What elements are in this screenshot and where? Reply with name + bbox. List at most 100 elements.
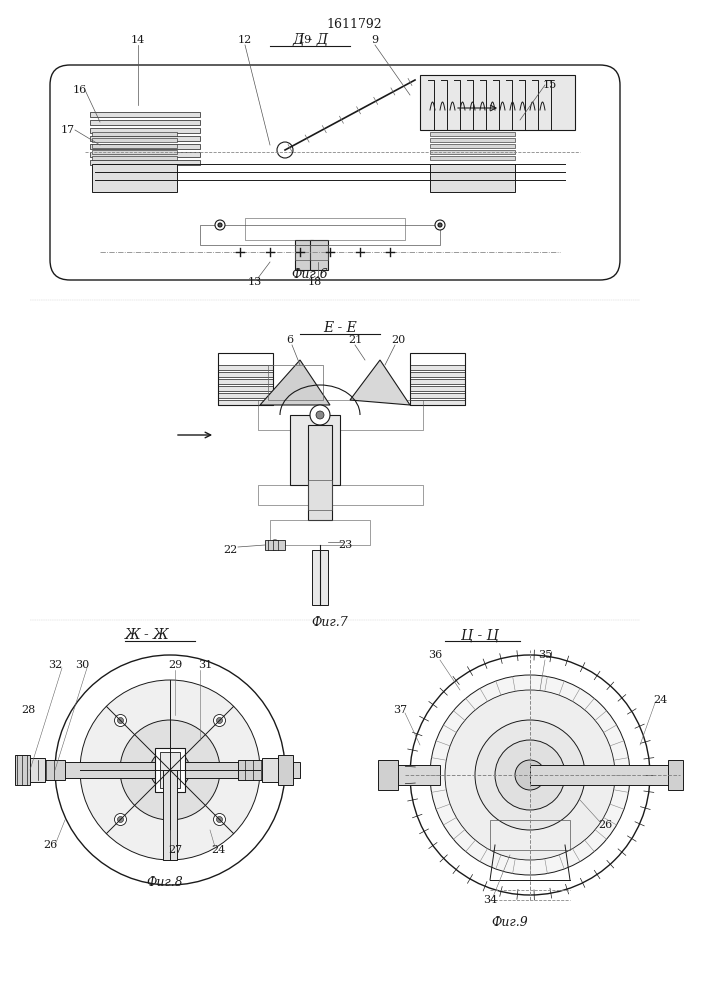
Bar xyxy=(90,152,200,157)
Bar xyxy=(218,372,273,377)
Circle shape xyxy=(316,411,324,419)
Circle shape xyxy=(277,142,293,158)
Text: 23: 23 xyxy=(338,540,352,550)
Text: Фиг.7: Фиг.7 xyxy=(312,615,349,629)
Bar xyxy=(218,386,273,391)
Bar xyxy=(295,240,313,270)
Bar xyxy=(410,379,465,384)
Bar xyxy=(90,160,200,165)
Text: 15: 15 xyxy=(543,80,557,90)
Bar xyxy=(490,820,570,850)
Text: 34: 34 xyxy=(483,895,497,905)
Bar xyxy=(218,379,273,384)
Text: Е - Е: Е - Е xyxy=(323,321,357,335)
Text: 30: 30 xyxy=(75,660,89,670)
Text: 1611792: 1611792 xyxy=(326,18,382,31)
Bar xyxy=(410,372,465,377)
Circle shape xyxy=(216,816,223,822)
Text: 18: 18 xyxy=(308,277,322,287)
Circle shape xyxy=(515,760,545,790)
Text: 24: 24 xyxy=(653,695,667,705)
Circle shape xyxy=(475,720,585,830)
Circle shape xyxy=(150,750,190,790)
Bar xyxy=(90,136,200,141)
Bar xyxy=(90,120,200,125)
Text: 12: 12 xyxy=(238,35,252,45)
Text: 26: 26 xyxy=(43,840,57,850)
Bar xyxy=(92,144,177,148)
Text: 13: 13 xyxy=(248,277,262,287)
Bar xyxy=(290,415,340,485)
Circle shape xyxy=(438,223,442,227)
Circle shape xyxy=(80,680,260,860)
Text: 32: 32 xyxy=(48,660,62,670)
Bar xyxy=(410,400,465,405)
Circle shape xyxy=(55,655,285,885)
Text: 37: 37 xyxy=(393,705,407,715)
Text: 24: 24 xyxy=(211,845,225,855)
Text: 31: 31 xyxy=(198,660,212,670)
Bar xyxy=(163,770,177,860)
Bar xyxy=(295,245,313,260)
Text: 28: 28 xyxy=(21,705,35,715)
Text: 16: 16 xyxy=(73,85,87,95)
Circle shape xyxy=(214,813,226,825)
Circle shape xyxy=(117,718,124,724)
Text: 22: 22 xyxy=(223,545,237,555)
Bar xyxy=(420,75,575,130)
Text: 14: 14 xyxy=(131,35,145,45)
Bar xyxy=(270,520,370,545)
Bar xyxy=(378,760,398,790)
Circle shape xyxy=(120,720,220,820)
Polygon shape xyxy=(350,360,410,405)
Bar xyxy=(308,480,332,510)
Bar xyxy=(308,425,332,520)
Bar xyxy=(90,112,200,117)
Circle shape xyxy=(117,816,124,822)
Bar xyxy=(430,156,515,160)
Circle shape xyxy=(218,223,222,227)
Bar xyxy=(40,762,300,778)
Circle shape xyxy=(215,220,225,230)
Bar xyxy=(310,240,328,270)
Bar xyxy=(218,365,273,370)
Bar xyxy=(238,760,273,780)
Bar xyxy=(668,760,683,790)
Bar xyxy=(90,128,200,133)
Bar xyxy=(410,365,465,370)
Bar xyxy=(262,758,282,782)
Bar xyxy=(430,132,515,136)
Bar xyxy=(410,393,465,398)
Circle shape xyxy=(216,718,223,724)
Bar xyxy=(430,138,515,142)
Bar xyxy=(430,150,515,154)
Text: 27: 27 xyxy=(168,845,182,855)
Bar xyxy=(278,755,293,785)
Circle shape xyxy=(430,675,630,875)
Circle shape xyxy=(410,655,650,895)
Text: Фиг.8: Фиг.8 xyxy=(146,876,183,888)
Circle shape xyxy=(445,690,615,860)
Bar xyxy=(155,748,185,792)
Text: Фиг.6: Фиг.6 xyxy=(291,268,328,282)
Bar xyxy=(530,765,680,785)
Text: 21: 21 xyxy=(348,335,362,345)
Text: 17: 17 xyxy=(61,125,75,135)
Circle shape xyxy=(310,405,330,425)
Text: 35: 35 xyxy=(538,650,552,660)
Bar xyxy=(430,164,515,192)
FancyBboxPatch shape xyxy=(50,65,620,280)
Bar xyxy=(410,353,465,405)
Bar xyxy=(30,760,65,780)
Text: Фиг.9: Фиг.9 xyxy=(491,916,528,928)
Bar xyxy=(245,218,405,240)
Circle shape xyxy=(162,762,178,778)
Circle shape xyxy=(270,540,280,550)
Text: 20: 20 xyxy=(391,335,405,345)
Bar xyxy=(25,758,45,782)
Bar xyxy=(218,353,273,405)
Bar xyxy=(92,132,177,136)
Text: 26: 26 xyxy=(598,820,612,830)
Bar xyxy=(410,386,465,391)
Bar xyxy=(92,138,177,142)
